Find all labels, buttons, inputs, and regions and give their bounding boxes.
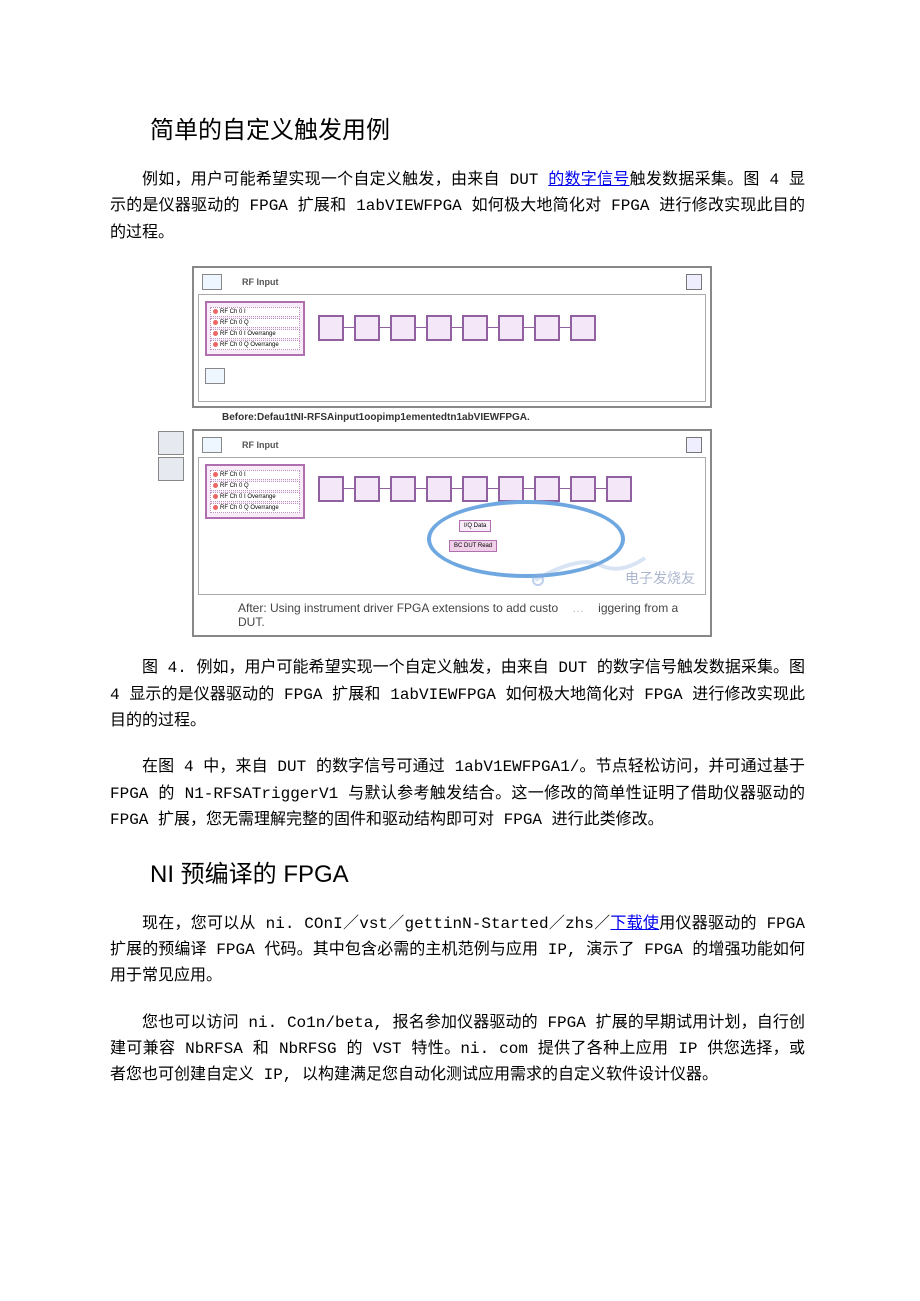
block-node: [354, 476, 380, 502]
block-node: [318, 476, 344, 502]
caption-before: Before:Defau1tNI-RFSAinput1oopimp1emente…: [192, 408, 712, 429]
block-node: [498, 315, 524, 341]
figure-before-inner: RF Ch 0 I RF Ch 0 Q RF Ch 0 I Overrange …: [198, 294, 706, 402]
top-left-icon: [202, 274, 222, 290]
config-box-top: RF Ch 0 I RF Ch 0 Q RF Ch 0 I Overrange …: [205, 301, 305, 356]
block-node: [570, 476, 596, 502]
figure-after-frame: RF Input RF Ch 0 I RF Ch 0 Q RF Ch 0 I O…: [192, 429, 712, 637]
figure-after-titlebar: RF Input: [198, 435, 706, 455]
block-node: [390, 315, 416, 341]
rf-input-label-top: RF Input: [242, 277, 279, 287]
config-row: RF Ch 0 Q: [210, 481, 300, 491]
top-left-icon: [202, 437, 222, 453]
rf-input-label-bottom: RF Input: [242, 440, 279, 450]
node-chain-bottom: [313, 476, 637, 502]
link-download[interactable]: 下载使: [610, 915, 659, 933]
config-row: RF Ch 0 I Overrange: [210, 329, 300, 339]
block-node: [354, 315, 380, 341]
block-node: [318, 315, 344, 341]
block-node: [462, 476, 488, 502]
paragraph-figure-caption: 图 4. 例如，用户可能希望实现一个自定义触发，由来自 DUT 的数字信号触发数…: [110, 655, 805, 734]
config-row: RF Ch 0 I: [210, 470, 300, 480]
side-icon: [158, 431, 184, 455]
paragraph-1: 例如，用户可能希望实现一个自定义触发，由来自 DUT 的数字信号触发数据采集。图…: [110, 167, 805, 246]
para1-text-pre: 例如，用户可能希望实现一个自定义触发，由来自 DUT: [142, 171, 548, 189]
paragraph-5: 您也可以访问 ni. Co1n/beta, 报名参加仪器驱动的 FPGA 扩展的…: [110, 1010, 805, 1089]
config-row: RF Ch 0 I Overrange: [210, 492, 300, 502]
figure-before-frame: RF Input RF Ch 0 I RF Ch 0 Q RF Ch 0 I O…: [192, 266, 712, 408]
top-right-icon: [686, 437, 702, 453]
figure-4: RF Input RF Ch 0 I RF Ch 0 Q RF Ch 0 I O…: [192, 266, 712, 637]
side-icons: [158, 431, 184, 483]
heading-custom-trigger: 简单的自定义触发用例: [150, 110, 805, 145]
config-row: RF Ch 0 Q: [210, 318, 300, 328]
block-node: [498, 476, 524, 502]
block-node: [426, 476, 452, 502]
block-node: [534, 476, 560, 502]
block-node: [390, 476, 416, 502]
figure-after-inner: RF Ch 0 I RF Ch 0 Q RF Ch 0 I Overrange …: [198, 457, 706, 595]
block-node: [462, 315, 488, 341]
figure-before-titlebar: RF Input: [198, 272, 706, 292]
document-page: 简单的自定义触发用例 例如，用户可能希望实现一个自定义触发，由来自 DUT 的数…: [0, 0, 920, 1169]
watermark-text: 电子发烧友: [625, 568, 695, 588]
config-row: RF Ch 0 Q Overrange: [210, 503, 300, 513]
bottom-left-icon: [205, 368, 225, 384]
node-chain-top: [313, 315, 601, 341]
paragraph-3: 在图 4 中，来自 DUT 的数字信号可通过 1abV1EWFPGA1/。节点轻…: [110, 754, 805, 833]
caption-after: After: Using instrument driver FPGA exte…: [198, 595, 706, 631]
link-digital-signal[interactable]: 的数字信号: [548, 171, 629, 189]
paragraph-4: 现在，您可以从 ni. COnI／vst／gettinN-Started／zhs…: [110, 911, 805, 990]
config-row: RF Ch 0 Q Overrange: [210, 340, 300, 350]
config-row: RF Ch 0 I: [210, 307, 300, 317]
heading-ni-precompiled: NI 预编译的 FPGA: [150, 854, 805, 889]
para4-text-pre: 现在，您可以从 ni. COnI／vst／gettinN-Started／zhs…: [142, 915, 610, 933]
block-node: [534, 315, 560, 341]
block-node: [426, 315, 452, 341]
block-node: [570, 315, 596, 341]
config-box-bottom: RF Ch 0 I RF Ch 0 Q RF Ch 0 I Overrange …: [205, 464, 305, 519]
sub-block-iq: I/Q Data: [459, 520, 491, 532]
side-icon: [158, 457, 184, 481]
block-node: [606, 476, 632, 502]
top-right-icon: [686, 274, 702, 290]
sub-block-dut: BC DUT Read: [449, 540, 497, 552]
